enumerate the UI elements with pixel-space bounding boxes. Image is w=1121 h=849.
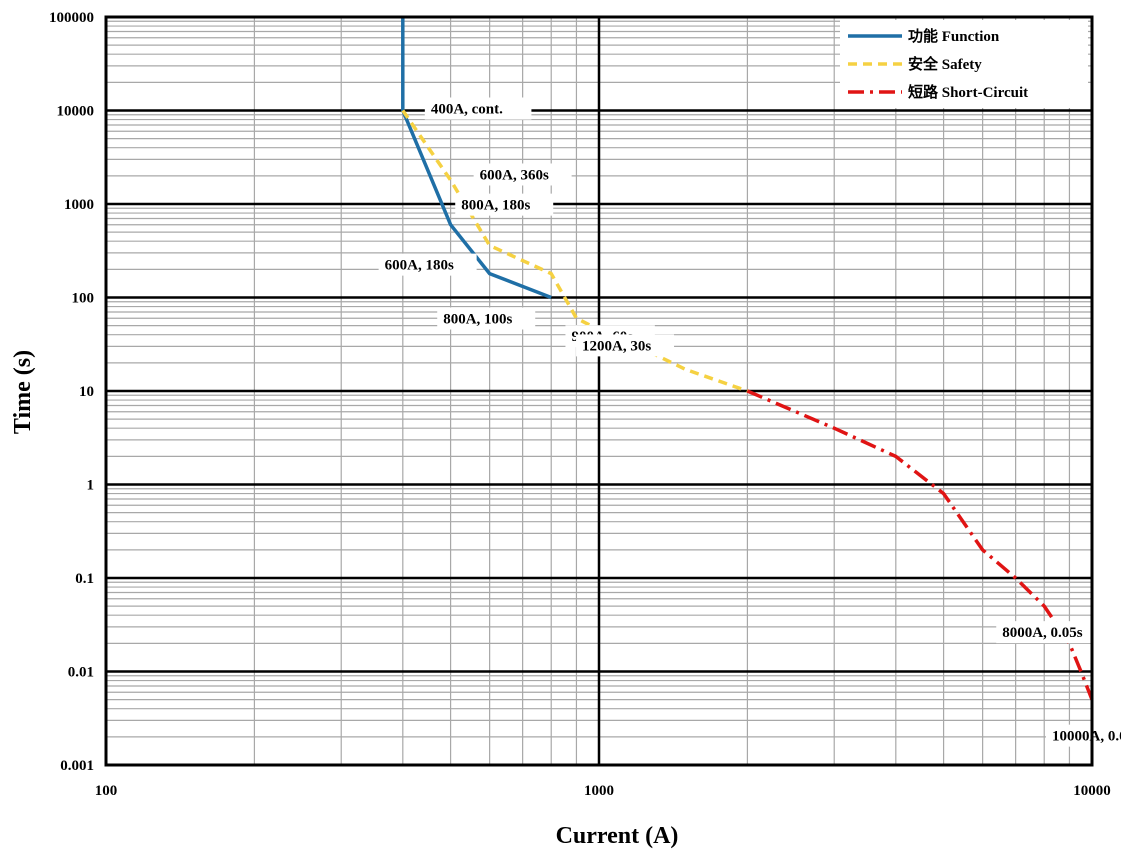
annotation-box: [576, 334, 675, 357]
tick-labels: 100 1000 10000 0.001 0.01 0.1 1 10 100 1000 10000 1…: [49, 10, 1111, 799]
y-tick-label: 100000: [49, 10, 94, 26]
annotation-label: 400A, cont.: [424, 97, 532, 120]
annotation-label: 600A, 360s: [473, 163, 572, 186]
annotation-box: [424, 97, 532, 120]
y-tick-label: 10: [79, 384, 94, 400]
annotation-box: [455, 193, 554, 216]
annotation-text: 600A, 360s: [480, 167, 549, 183]
y-tick-label: 0.01: [68, 665, 94, 681]
series-line-safety: [401, 109, 748, 393]
annotation-box: [378, 253, 477, 276]
annotation-layer: 400A, cont. 600A, 360s 800A, 180s 600A, 180…: [378, 97, 1121, 747]
y-tick-label: 10000: [57, 104, 95, 120]
y-axis-title: Time (s): [10, 350, 36, 434]
plot-frame: [104, 15, 1094, 767]
annotation-box: [1046, 724, 1121, 747]
legend-label: 短路 Short-Circuit: [908, 83, 1028, 101]
annotation-text: 10000A, 0.005s: [1052, 729, 1121, 745]
annotation-text: 600A, 180s: [385, 258, 454, 274]
annotation-box: [996, 621, 1112, 644]
annotation-text: 400A, cont.: [431, 102, 503, 118]
y-tick-label: 1000: [64, 197, 94, 213]
annotation-box: [473, 163, 572, 186]
annotation-text: 8000A, 0.05s: [1002, 625, 1083, 641]
annotation-label: 600A, 180s: [378, 253, 477, 276]
annotation-text: 1200A, 30s: [582, 338, 651, 354]
annotation-label: 800A, 180s: [455, 193, 554, 216]
annotation-text: 800A, 100s: [443, 312, 512, 328]
y-tick-label: 0.001: [60, 758, 94, 774]
annotation-label: 10000A, 0.005s: [1046, 724, 1121, 747]
series-line-function: [401, 17, 552, 300]
x-tick-label: 100: [95, 783, 118, 799]
legend-label: 功能 Function: [908, 27, 1000, 45]
annotation-box: [437, 307, 536, 330]
x-axis-title: Current (A): [556, 823, 679, 849]
y-tick-label: 1: [87, 478, 95, 494]
annotation-label: 800A, 100s: [437, 307, 536, 330]
annotation-label: 1200A, 30s: [576, 334, 675, 357]
legend: 功能 Function 安全 Safety 短路 Short-Circuit: [840, 20, 1088, 108]
x-tick-label: 1000: [584, 783, 614, 799]
x-tick-label: 10000: [1073, 783, 1111, 799]
legend-label: 安全 Safety: [908, 55, 982, 73]
y-tick-label: 0.1: [75, 571, 94, 587]
annotation-label: 8000A, 0.05s: [996, 621, 1112, 644]
annotation-text: 800A, 180s: [461, 198, 530, 214]
y-tick-label: 100: [72, 291, 95, 307]
series-line-short-circuit: [746, 389, 1094, 701]
